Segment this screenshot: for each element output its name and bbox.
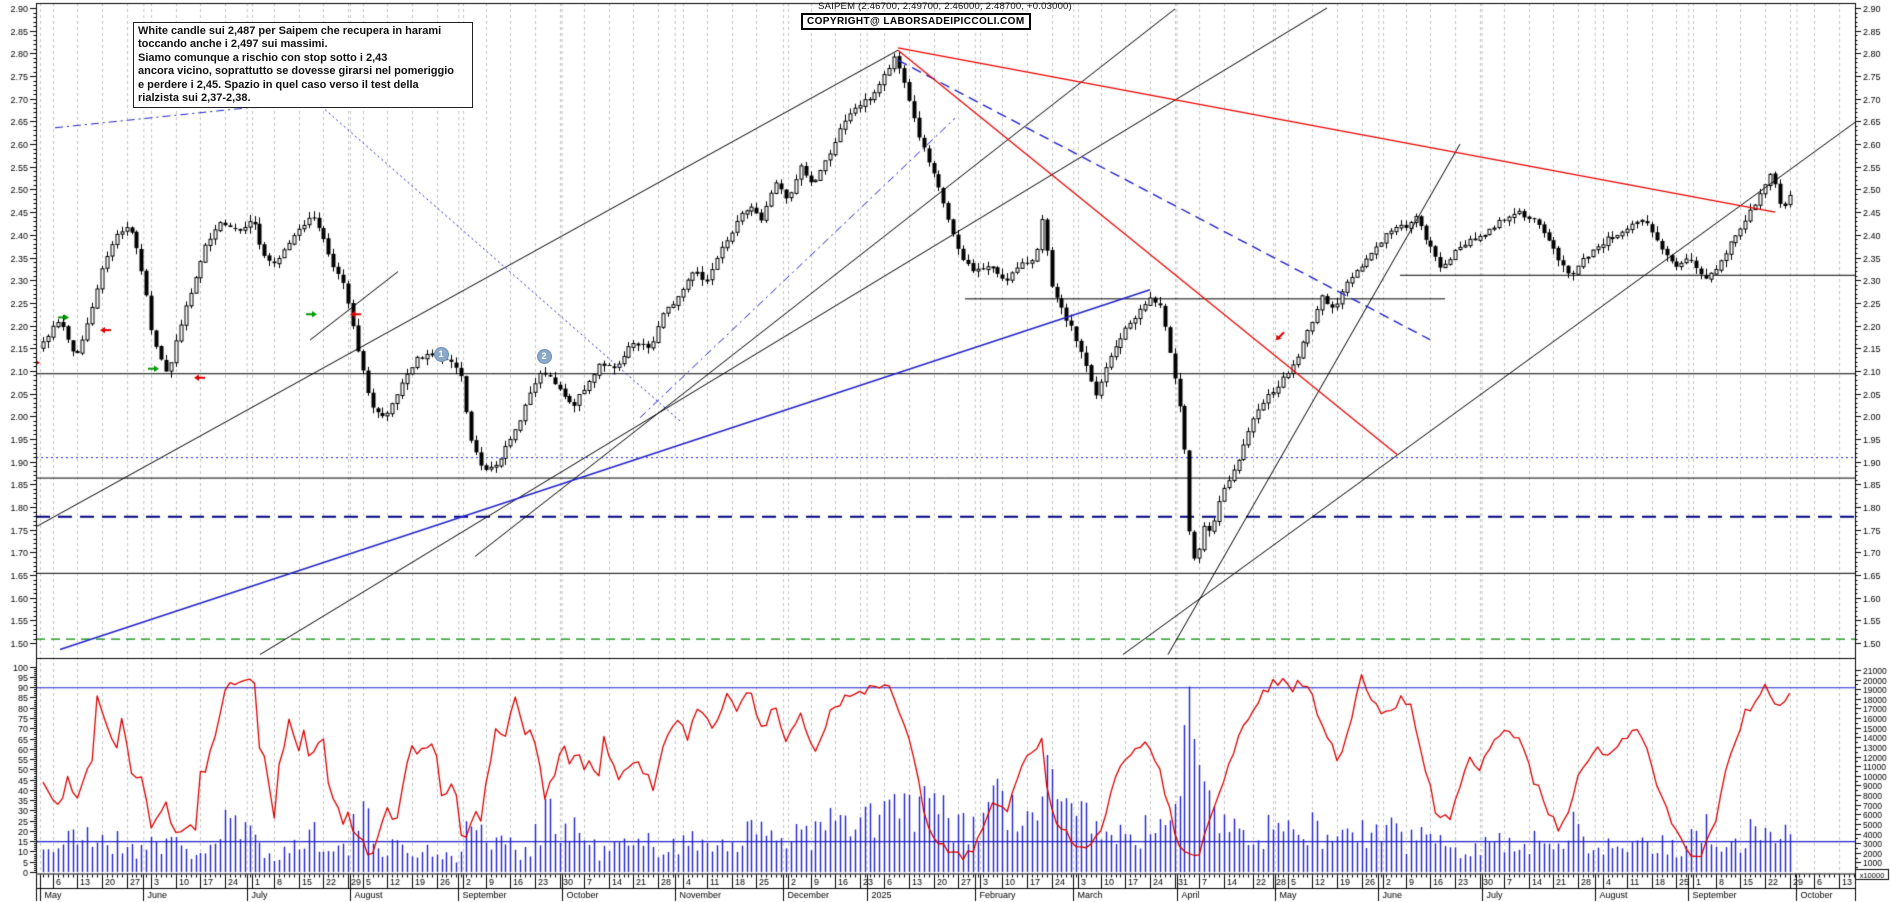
chart-title: SAIPEM (2.46700, 2.49700, 2.46000, 2.487… xyxy=(818,1,1072,12)
price-marker-1: 1 xyxy=(433,347,449,363)
analysis-note: White candle sui 2,487 per Saipem che re… xyxy=(133,22,473,109)
price-marker-2: 2 xyxy=(536,349,552,365)
copyright-badge: COPYRIGHT@ LABORSADEIPICCOLI.COM xyxy=(801,13,1031,30)
